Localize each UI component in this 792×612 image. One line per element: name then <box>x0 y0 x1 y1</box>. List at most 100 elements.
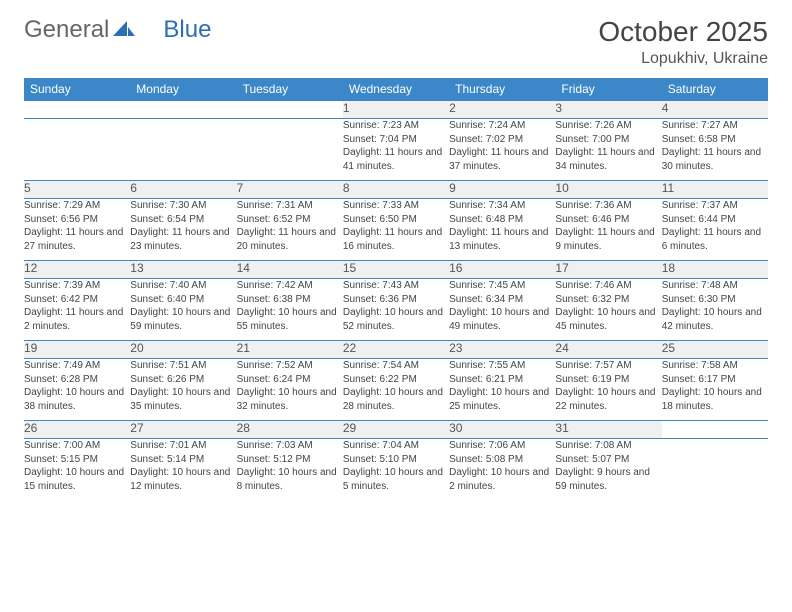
daylight-line: Daylight: 10 hours and 55 minutes. <box>237 306 343 333</box>
header-bar: General Blue October 2025 Lopukhiv, Ukra… <box>24 16 768 68</box>
day-number-cell: 8 <box>343 181 449 199</box>
day-detail-cell: Sunrise: 7:39 AMSunset: 6:42 PMDaylight:… <box>24 279 130 341</box>
day-number-cell: 21 <box>237 341 343 359</box>
sunrise-line: Sunrise: 7:51 AM <box>130 359 236 373</box>
daylight-line: Daylight: 11 hours and 41 minutes. <box>343 146 449 173</box>
daylight-line: Daylight: 11 hours and 27 minutes. <box>24 226 130 253</box>
day-header: Tuesday <box>237 78 343 101</box>
sunrise-line: Sunrise: 7:40 AM <box>130 279 236 293</box>
day-detail-cell: Sunrise: 7:31 AMSunset: 6:52 PMDaylight:… <box>237 199 343 261</box>
sunset-line: Sunset: 5:15 PM <box>24 453 130 467</box>
day-detail-cell: Sunrise: 7:54 AMSunset: 6:22 PMDaylight:… <box>343 359 449 421</box>
daylight-line: Daylight: 10 hours and 15 minutes. <box>24 466 130 493</box>
sunset-line: Sunset: 6:38 PM <box>237 293 343 307</box>
daylight-line: Daylight: 10 hours and 42 minutes. <box>662 306 768 333</box>
title-block: October 2025 Lopukhiv, Ukraine <box>598 16 768 68</box>
day-number-cell: 7 <box>237 181 343 199</box>
daylight-line: Daylight: 11 hours and 16 minutes. <box>343 226 449 253</box>
daylight-line: Daylight: 10 hours and 18 minutes. <box>662 386 768 413</box>
sunrise-line: Sunrise: 7:58 AM <box>662 359 768 373</box>
day-detail-cell: Sunrise: 7:00 AMSunset: 5:15 PMDaylight:… <box>24 439 130 501</box>
daylight-line: Daylight: 10 hours and 12 minutes. <box>130 466 236 493</box>
day-number-cell: 17 <box>555 261 661 279</box>
sunset-line: Sunset: 6:28 PM <box>24 373 130 387</box>
daylight-line: Daylight: 10 hours and 5 minutes. <box>343 466 449 493</box>
daylight-line: Daylight: 10 hours and 2 minutes. <box>449 466 555 493</box>
sunrise-line: Sunrise: 7:49 AM <box>24 359 130 373</box>
sunrise-line: Sunrise: 7:34 AM <box>449 199 555 213</box>
day-number-cell: 30 <box>449 421 555 439</box>
day-number-cell: 23 <box>449 341 555 359</box>
sunrise-line: Sunrise: 7:26 AM <box>555 119 661 133</box>
day-number-cell: 20 <box>130 341 236 359</box>
sunset-line: Sunset: 5:10 PM <box>343 453 449 467</box>
day-number-cell: 26 <box>24 421 130 439</box>
daylight-line: Daylight: 10 hours and 35 minutes. <box>130 386 236 413</box>
sunset-line: Sunset: 7:04 PM <box>343 133 449 147</box>
day-detail-cell: Sunrise: 7:36 AMSunset: 6:46 PMDaylight:… <box>555 199 661 261</box>
sunrise-line: Sunrise: 7:04 AM <box>343 439 449 453</box>
sunrise-line: Sunrise: 7:46 AM <box>555 279 661 293</box>
day-detail-cell: Sunrise: 7:40 AMSunset: 6:40 PMDaylight:… <box>130 279 236 341</box>
sunrise-line: Sunrise: 7:27 AM <box>662 119 768 133</box>
day-number-cell: 15 <box>343 261 449 279</box>
sunset-line: Sunset: 6:44 PM <box>662 213 768 227</box>
week-detail-row: Sunrise: 7:39 AMSunset: 6:42 PMDaylight:… <box>24 279 768 341</box>
week-detail-row: Sunrise: 7:00 AMSunset: 5:15 PMDaylight:… <box>24 439 768 501</box>
day-number-cell: 14 <box>237 261 343 279</box>
sunset-line: Sunset: 6:42 PM <box>24 293 130 307</box>
day-detail-cell: Sunrise: 7:03 AMSunset: 5:12 PMDaylight:… <box>237 439 343 501</box>
sunrise-line: Sunrise: 7:08 AM <box>555 439 661 453</box>
sunset-line: Sunset: 6:48 PM <box>449 213 555 227</box>
sunrise-line: Sunrise: 7:33 AM <box>343 199 449 213</box>
sunrise-line: Sunrise: 7:48 AM <box>662 279 768 293</box>
day-detail-cell: Sunrise: 7:51 AMSunset: 6:26 PMDaylight:… <box>130 359 236 421</box>
logo-text-1: General <box>24 16 109 44</box>
week-number-row: 19202122232425 <box>24 341 768 359</box>
sunrise-line: Sunrise: 7:29 AM <box>24 199 130 213</box>
day-number-cell: 25 <box>662 341 768 359</box>
daylight-line: Daylight: 11 hours and 20 minutes. <box>237 226 343 253</box>
sunset-line: Sunset: 6:19 PM <box>555 373 661 387</box>
sunrise-line: Sunrise: 7:39 AM <box>24 279 130 293</box>
day-detail-cell: Sunrise: 7:04 AMSunset: 5:10 PMDaylight:… <box>343 439 449 501</box>
week-number-row: 567891011 <box>24 181 768 199</box>
sunrise-line: Sunrise: 7:37 AM <box>662 199 768 213</box>
day-detail-cell: Sunrise: 7:43 AMSunset: 6:36 PMDaylight:… <box>343 279 449 341</box>
sunset-line: Sunset: 6:26 PM <box>130 373 236 387</box>
daylight-line: Daylight: 10 hours and 22 minutes. <box>555 386 661 413</box>
day-header: Wednesday <box>343 78 449 101</box>
day-number-cell: 19 <box>24 341 130 359</box>
day-detail-cell: Sunrise: 7:46 AMSunset: 6:32 PMDaylight:… <box>555 279 661 341</box>
sunrise-line: Sunrise: 7:55 AM <box>449 359 555 373</box>
daylight-line: Daylight: 11 hours and 6 minutes. <box>662 226 768 253</box>
day-number-cell: 27 <box>130 421 236 439</box>
day-detail-cell <box>662 439 768 501</box>
daylight-line: Daylight: 10 hours and 52 minutes. <box>343 306 449 333</box>
day-detail-cell: Sunrise: 7:33 AMSunset: 6:50 PMDaylight:… <box>343 199 449 261</box>
day-detail-cell: Sunrise: 7:55 AMSunset: 6:21 PMDaylight:… <box>449 359 555 421</box>
day-number-cell: 4 <box>662 101 768 119</box>
day-detail-cell: Sunrise: 7:08 AMSunset: 5:07 PMDaylight:… <box>555 439 661 501</box>
day-detail-cell: Sunrise: 7:52 AMSunset: 6:24 PMDaylight:… <box>237 359 343 421</box>
sunrise-line: Sunrise: 7:54 AM <box>343 359 449 373</box>
sunset-line: Sunset: 6:54 PM <box>130 213 236 227</box>
day-number-cell: 29 <box>343 421 449 439</box>
daylight-line: Daylight: 10 hours and 59 minutes. <box>130 306 236 333</box>
calendar-table: SundayMondayTuesdayWednesdayThursdayFrid… <box>24 78 768 501</box>
day-detail-cell: Sunrise: 7:42 AMSunset: 6:38 PMDaylight:… <box>237 279 343 341</box>
daylight-line: Daylight: 11 hours and 9 minutes. <box>555 226 661 253</box>
sunset-line: Sunset: 7:02 PM <box>449 133 555 147</box>
day-number-cell: 10 <box>555 181 661 199</box>
day-number-cell: 28 <box>237 421 343 439</box>
sunset-line: Sunset: 6:24 PM <box>237 373 343 387</box>
sunrise-line: Sunrise: 7:43 AM <box>343 279 449 293</box>
sunset-line: Sunset: 6:34 PM <box>449 293 555 307</box>
day-number-cell <box>130 101 236 119</box>
day-number-cell: 11 <box>662 181 768 199</box>
day-detail-cell: Sunrise: 7:45 AMSunset: 6:34 PMDaylight:… <box>449 279 555 341</box>
day-detail-cell: Sunrise: 7:01 AMSunset: 5:14 PMDaylight:… <box>130 439 236 501</box>
day-number-cell <box>237 101 343 119</box>
sunrise-line: Sunrise: 7:23 AM <box>343 119 449 133</box>
day-detail-cell: Sunrise: 7:57 AMSunset: 6:19 PMDaylight:… <box>555 359 661 421</box>
